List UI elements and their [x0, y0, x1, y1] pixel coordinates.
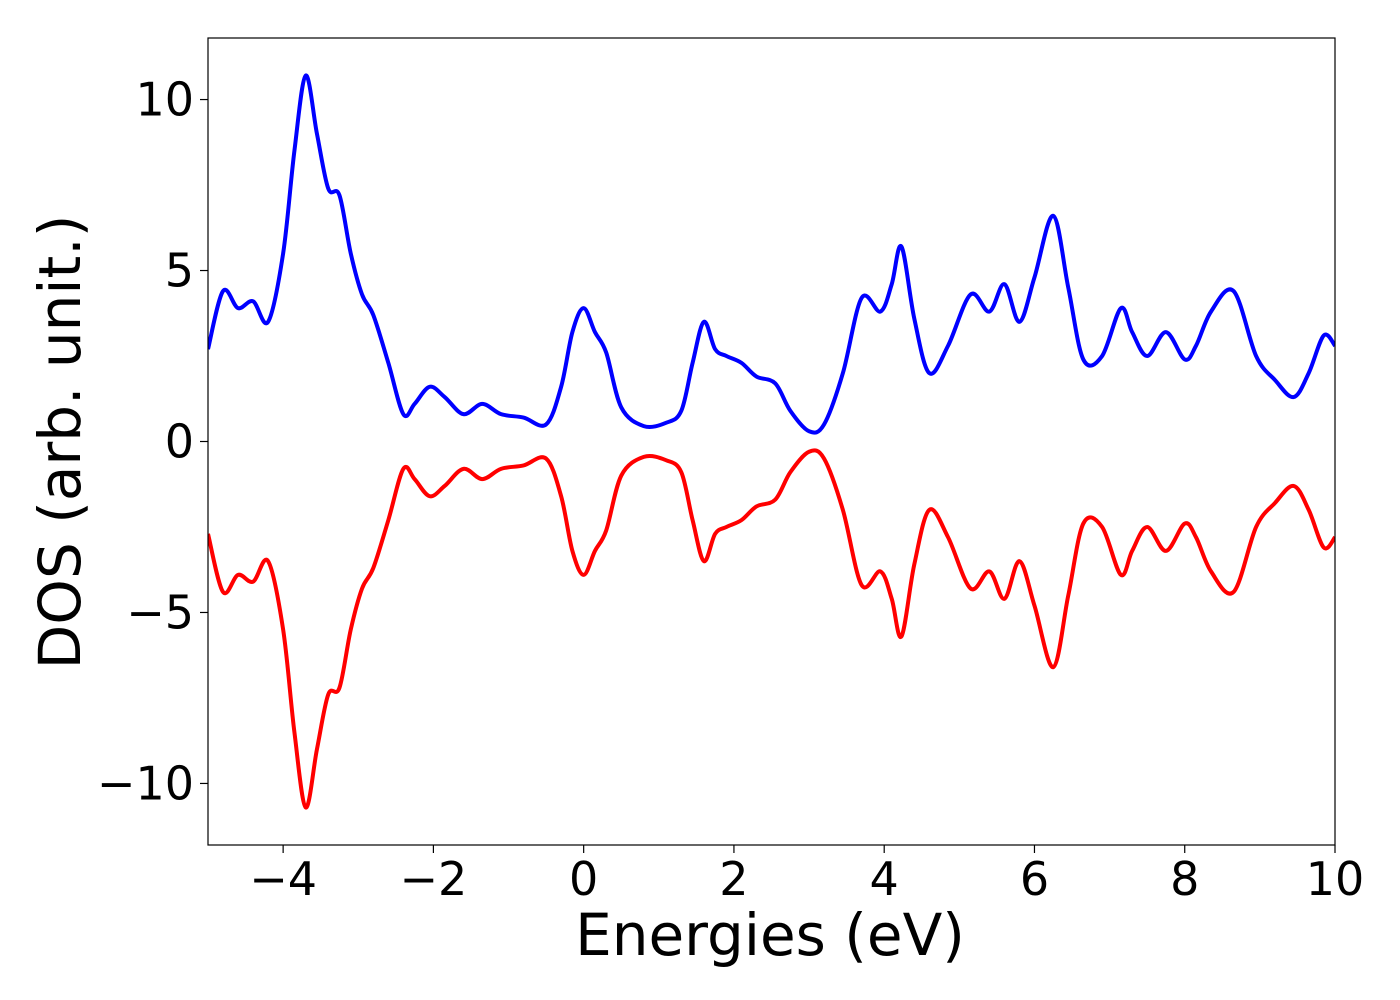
y-tick-label: −5	[126, 585, 194, 639]
x-tick-label: −2	[399, 852, 467, 906]
y-axis-label: DOS (arb. unit.)	[26, 215, 94, 670]
x-tick-label: 10	[1306, 852, 1365, 906]
x-tick-label: 6	[1020, 852, 1049, 906]
dos-line	[208, 73, 1335, 435]
y-tick-label: 10	[135, 73, 194, 127]
y-tick-label: −10	[97, 756, 194, 810]
dos-line	[208, 448, 1335, 810]
y-tick-label: 0	[165, 415, 194, 469]
plot-frame	[207, 37, 1336, 846]
x-axis-label: Energies (eV)	[575, 901, 965, 969]
y-tick-label: 5	[165, 244, 194, 298]
x-tick-label: 0	[569, 852, 598, 906]
x-tick-label: −4	[249, 852, 317, 906]
x-tick-label: 8	[1170, 852, 1199, 906]
x-tick-label: 4	[870, 852, 899, 906]
x-tick-label: 2	[719, 852, 748, 906]
